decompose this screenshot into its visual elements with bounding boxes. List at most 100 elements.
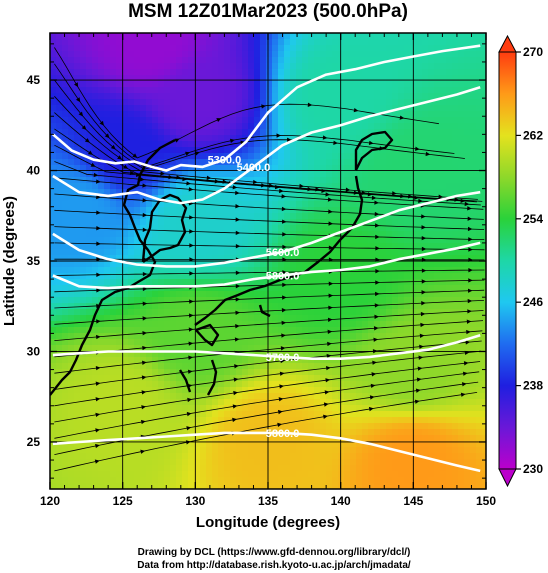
- x-tick-label: 130: [185, 494, 205, 508]
- credit-line-2: Data from http://database.rish.kyoto-u.a…: [137, 560, 411, 571]
- streamline-arrow: [374, 200, 379, 205]
- coastline-segment: [195, 323, 220, 347]
- streamline: [54, 350, 482, 407]
- streamline-arrow: [361, 190, 367, 196]
- streamline-arrow: [281, 206, 287, 212]
- streamline-arrow: [81, 125, 87, 130]
- colorbar-min-arrow: [498, 468, 517, 488]
- streamline-arrow: [141, 375, 147, 380]
- streamline-arrow: [282, 219, 287, 224]
- streamline: [54, 47, 439, 159]
- streamline-arrow: [408, 194, 413, 199]
- streamline-arrow: [419, 344, 424, 349]
- streamline-arrow: [353, 107, 359, 113]
- streamline-arrow: [96, 334, 101, 340]
- colorbar-max-arrow: [498, 34, 517, 53]
- streamline-arrow: [235, 244, 241, 249]
- streamline-arrow: [235, 283, 241, 289]
- streamline-arrow: [141, 405, 147, 410]
- streamline-arrow: [414, 399, 420, 404]
- streamline-arrow: [232, 404, 238, 409]
- y-tick-label: 25: [27, 435, 41, 449]
- y-tick-label: 45: [27, 73, 41, 87]
- x-tick-label: 120: [40, 494, 60, 508]
- streamline-arrow: [282, 232, 287, 237]
- coastline-segment: [354, 130, 394, 171]
- streamline-arrow: [235, 310, 241, 315]
- streamline-arrow: [375, 246, 380, 251]
- streamline-arrow: [185, 151, 191, 156]
- streamline-arrow: [142, 286, 148, 292]
- streamline: [54, 193, 484, 220]
- streamline-arrow: [323, 414, 328, 419]
- streamline-arrow: [281, 320, 287, 326]
- height-contour: [52, 241, 481, 290]
- streamline-arrow: [216, 118, 222, 123]
- colorbar-gradient: [498, 51, 517, 470]
- streamline-arrow: [368, 140, 374, 146]
- streamline-arrow: [373, 326, 379, 331]
- streamline-arrow: [104, 133, 110, 139]
- streamline-arrow: [139, 177, 145, 182]
- colorbar-tick-label: 262: [523, 128, 543, 142]
- streamline-arrow: [282, 244, 287, 250]
- streamline-arrow: [420, 311, 426, 317]
- x-tick-label: 140: [331, 494, 351, 508]
- streamline-arrow: [468, 237, 473, 242]
- streamline-arrow: [467, 288, 473, 293]
- x-tick-label: 135: [258, 494, 278, 508]
- streamline-arrow: [454, 197, 460, 202]
- streamline-arrow: [96, 288, 101, 293]
- x-tick-label: 150: [476, 494, 496, 508]
- streamline-arrow: [189, 243, 194, 248]
- colorbar-tick-label: 246: [523, 295, 543, 309]
- streamline-arrow: [268, 183, 274, 188]
- streamline-arrow: [416, 377, 422, 382]
- streamline-arrow: [189, 257, 194, 262]
- streamline-arrow: [277, 409, 283, 415]
- streamline-arrow: [235, 230, 241, 236]
- streamline-arrow: [140, 419, 146, 425]
- streamline-arrow: [142, 360, 147, 365]
- streamline-arrow: [141, 390, 147, 395]
- streamline-arrow: [234, 364, 239, 369]
- streamline-arrow: [468, 267, 473, 273]
- streamline: [54, 392, 478, 472]
- temperature-field: [50, 33, 486, 489]
- streamline-arrow: [222, 179, 228, 184]
- streamline-arrow: [186, 411, 192, 417]
- coastline-segment: [50, 138, 176, 396]
- contour-label: 5400.0: [237, 162, 271, 174]
- streamline-arrow: [374, 211, 380, 217]
- streamline-arrow: [460, 392, 466, 397]
- streamline-arrow: [194, 151, 200, 156]
- streamline-arrow: [371, 195, 377, 200]
- streamline-arrow: [96, 226, 101, 231]
- streamline-arrow: [188, 313, 194, 318]
- streamline-arrow: [307, 186, 313, 192]
- streamline-arrow: [75, 97, 81, 103]
- contour-label: 5800.0: [266, 428, 300, 440]
- streamline-arrow: [168, 174, 174, 180]
- streamline-arrow: [420, 322, 425, 328]
- colorbar-tick-label: 230: [523, 462, 543, 476]
- streamline-arrow: [235, 190, 240, 196]
- streamline-arrow: [142, 242, 148, 247]
- streamline-arrow: [281, 194, 287, 199]
- streamline-arrow: [78, 111, 84, 117]
- height-contour: [52, 44, 481, 172]
- streamline-arrow: [132, 153, 138, 158]
- streamline-arrow: [467, 226, 473, 232]
- streamline-arrow: [464, 201, 470, 207]
- streamline-arrow: [421, 235, 427, 241]
- streamline-arrow: [370, 383, 376, 389]
- streamline-arrow: [233, 390, 238, 396]
- streamline-arrow: [160, 171, 166, 176]
- colorbar-tick-label: 254: [523, 212, 543, 226]
- streamline-arrow: [232, 417, 237, 423]
- streamline-arrow: [328, 281, 334, 286]
- streamline-arrow: [327, 197, 333, 202]
- streamline-arrow: [277, 422, 283, 428]
- streamline-arrow: [95, 428, 101, 433]
